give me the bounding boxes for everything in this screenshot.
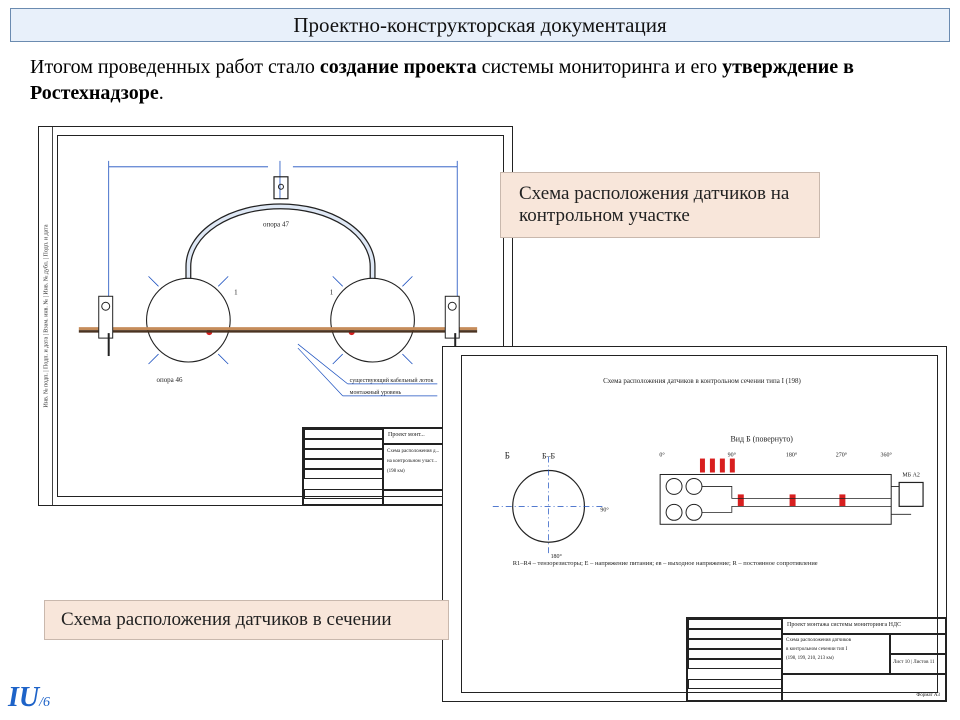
d2-tb-project: Проект монтажа системы мониторинга НДС xyxy=(787,622,901,628)
svg-text:180°: 180° xyxy=(786,452,798,459)
svg-text:Схема расположения датчиков в: Схема расположения датчиков в контрольно… xyxy=(603,377,801,385)
svg-text:Вид Б (повернуто): Вид Б (повернуто) xyxy=(730,435,793,444)
intro-pre: Итогом проведенных работ стало xyxy=(30,56,320,78)
d2-tb-sheet: Лист 10 | Листов 11 xyxy=(893,660,935,665)
svg-text:90°: 90° xyxy=(600,506,609,513)
caption-top-text: Схема расположения датчиков на контрольн… xyxy=(519,183,789,226)
d1-tb-l1: Схема расположения д... xyxy=(387,449,439,454)
svg-text:монтажный уровень: монтажный уровень xyxy=(350,389,402,396)
page-title-bar: Проектно-конструкторская документация xyxy=(10,8,950,42)
svg-text:существующий кабельный лоток: существующий кабельный лоток xyxy=(350,377,434,384)
svg-text:1: 1 xyxy=(234,288,238,296)
svg-text:МБ A2: МБ A2 xyxy=(902,472,920,478)
caption-bottom: Схема расположения датчиков в сечении xyxy=(44,600,449,640)
page-title: Проектно-конструкторская документация xyxy=(293,13,666,38)
intro-mid: системы мониторинга и его xyxy=(477,56,722,78)
d1-tb-l2: на контрольном участ... xyxy=(387,459,437,464)
logo-iu: IU xyxy=(8,682,39,713)
d2-formula: R1–R4 – тензорезисторы; E – напряжение п… xyxy=(513,560,872,568)
caption-top: Схема расположения датчиков на контрольн… xyxy=(500,172,820,238)
d2-tb-format: Формат A3 xyxy=(916,693,940,698)
d2-tb-l3: (198, 199, 210, 213 км) xyxy=(786,656,834,661)
drawing2-titleblock: Проект монтажа системы мониторинга НДС С… xyxy=(686,617,946,701)
svg-text:270°: 270° xyxy=(836,452,848,459)
svg-text:Б: Б xyxy=(505,451,510,461)
svg-text:90°: 90° xyxy=(728,452,737,459)
svg-text:1: 1 xyxy=(330,288,334,296)
intro-paragraph: Итогом проведенных работ стало создание … xyxy=(30,54,910,106)
svg-text:опора 47: опора 47 xyxy=(263,221,290,229)
svg-text:180°: 180° xyxy=(551,553,563,560)
drawing-sheet-2: Схема расположения датчиков в контрольно… xyxy=(442,346,947,702)
svg-text:опора 46: опора 46 xyxy=(156,376,183,384)
intro-post: . xyxy=(159,82,164,104)
svg-text:0°: 0° xyxy=(659,452,665,459)
svg-text:360°: 360° xyxy=(881,452,893,459)
caption-bottom-text: Схема расположения датчиков в сечении xyxy=(61,609,392,630)
footer-logo: IU/6 xyxy=(8,682,50,714)
d1-tb-l3: (198 км) xyxy=(387,469,405,474)
logo-sub: /6 xyxy=(39,695,50,710)
intro-bold1: создание проекта xyxy=(320,56,477,78)
d2-tb-l1: Схема расположения датчиков xyxy=(786,638,851,643)
d1-tb-title: Проект монт... xyxy=(388,432,425,438)
d2-tb-l2: в контрольном сечении тип I xyxy=(786,647,847,652)
